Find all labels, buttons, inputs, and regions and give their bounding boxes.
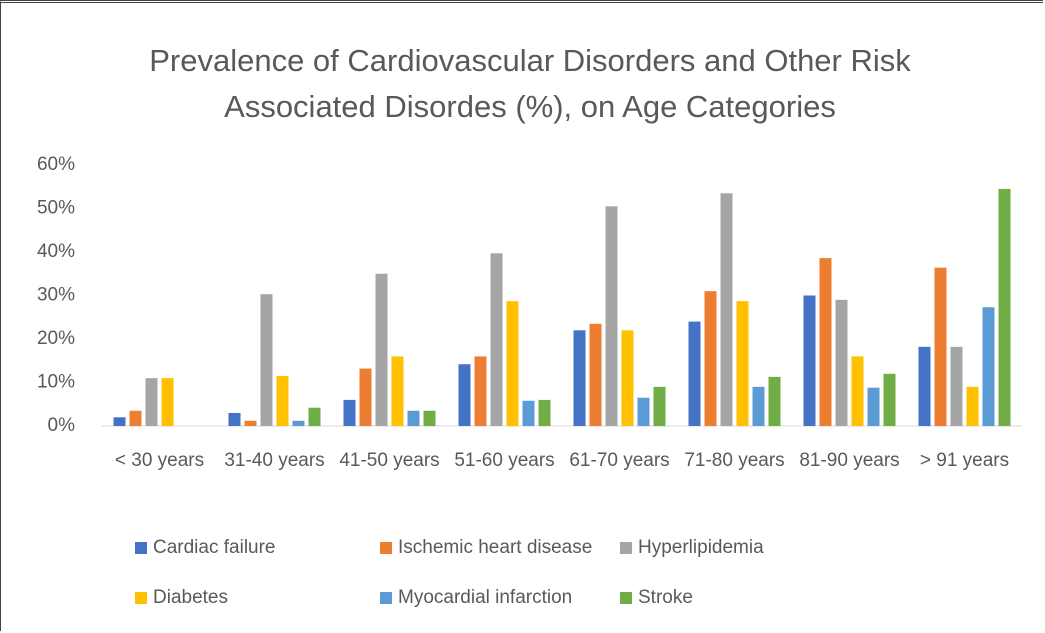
legend-swatch xyxy=(380,542,392,554)
x-tick-label: > 91 years xyxy=(919,450,1010,471)
bar xyxy=(605,206,618,426)
legend-swatch xyxy=(380,592,392,604)
bar xyxy=(950,346,963,426)
y-tick-label: 30% xyxy=(37,285,75,306)
bar xyxy=(522,400,535,426)
bar xyxy=(934,267,947,426)
bar xyxy=(573,330,586,426)
x-tick-label: 41-50 years xyxy=(339,450,440,471)
bar xyxy=(161,378,174,426)
x-tick-label: 31-40 years xyxy=(224,450,325,471)
x-tick-label: 51-60 years xyxy=(454,450,555,471)
bar xyxy=(407,410,420,426)
bar xyxy=(292,420,305,426)
bar xyxy=(883,373,896,426)
bar xyxy=(391,356,404,426)
x-tick-label: < 30 years xyxy=(114,450,205,471)
bar xyxy=(688,321,701,426)
bar xyxy=(129,410,142,426)
legend-label: Cardiac failure xyxy=(153,537,276,558)
legend-swatch xyxy=(620,592,632,604)
x-tick-label: 61-70 years xyxy=(569,450,670,471)
y-tick-label: 0% xyxy=(48,415,76,436)
x-tick-label: 81-90 years xyxy=(799,450,900,471)
bar xyxy=(458,364,471,426)
bar xyxy=(621,330,634,426)
bar xyxy=(506,301,519,426)
legend-label: Diabetes xyxy=(153,587,228,608)
bar xyxy=(490,253,503,426)
bar xyxy=(851,356,864,426)
legend-label: Myocardial infarction xyxy=(398,587,572,608)
bar xyxy=(260,294,273,426)
bar xyxy=(308,407,321,426)
bar xyxy=(375,273,388,426)
bar xyxy=(244,420,257,426)
bar xyxy=(276,375,289,426)
legend-label: Stroke xyxy=(638,587,693,608)
bar xyxy=(359,368,372,426)
bar xyxy=(653,386,666,426)
bar xyxy=(423,410,436,426)
legend-label: Ischemic heart disease xyxy=(398,537,592,558)
y-tick-label: 60% xyxy=(37,154,75,175)
legend-swatch xyxy=(620,542,632,554)
bar xyxy=(835,299,848,426)
bar xyxy=(538,399,551,426)
bar xyxy=(113,417,126,426)
legend-label: Hyperlipidemia xyxy=(638,537,764,558)
y-tick-label: 50% xyxy=(37,198,75,219)
bar xyxy=(145,378,158,426)
bar xyxy=(918,346,931,426)
bar xyxy=(720,193,733,426)
bar xyxy=(819,258,832,426)
bar xyxy=(803,295,816,426)
bar xyxy=(998,188,1011,426)
bar xyxy=(589,323,602,426)
bar xyxy=(704,291,717,426)
bar xyxy=(736,301,749,426)
bar xyxy=(474,356,487,426)
x-tick-label: 71-80 years xyxy=(684,450,785,471)
bar xyxy=(228,412,241,426)
bar xyxy=(867,387,880,426)
y-tick-label: 10% xyxy=(37,372,75,393)
y-tick-label: 40% xyxy=(37,241,75,262)
chart-title: Prevalence of Cardiovascular Disorders a… xyxy=(149,43,911,124)
legend-swatch xyxy=(135,542,147,554)
bar xyxy=(768,376,781,426)
bar xyxy=(966,386,979,426)
bar xyxy=(343,399,356,426)
bar xyxy=(637,397,650,426)
bar xyxy=(982,307,995,426)
legend-swatch xyxy=(135,592,147,604)
y-tick-label: 20% xyxy=(37,328,75,349)
bar xyxy=(752,386,765,426)
